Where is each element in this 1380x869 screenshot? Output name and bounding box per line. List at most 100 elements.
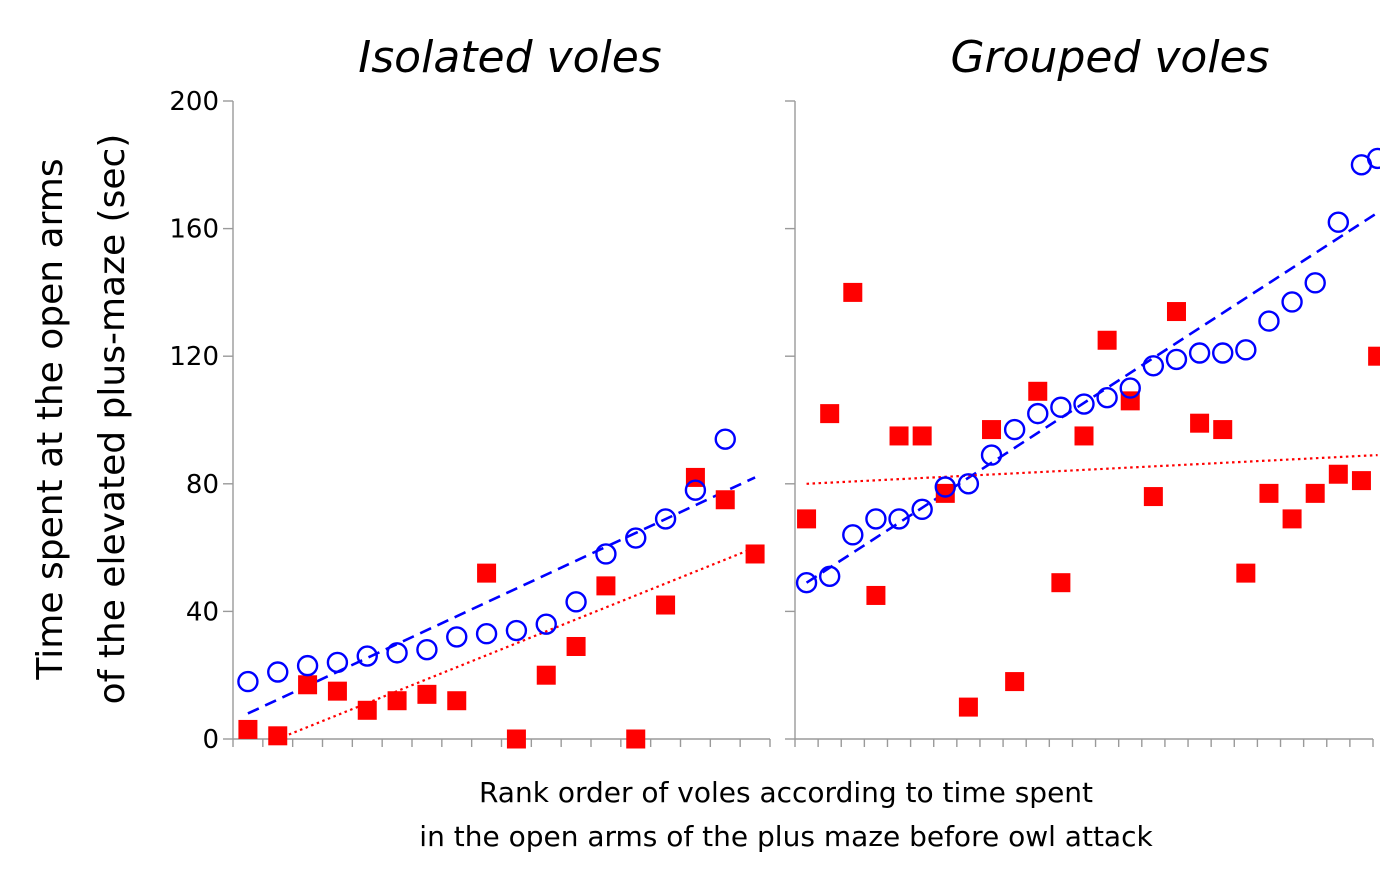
panel-title-isolated: Isolated voles xyxy=(358,32,661,83)
data-point-filled-square xyxy=(1282,509,1302,529)
panel-isolated-voles: 0 40 80 120 160 200 xyxy=(169,87,771,755)
data-point-filled-square xyxy=(745,544,765,564)
y-tick-label: 200 xyxy=(169,87,219,117)
data-point-filled-square xyxy=(958,697,978,717)
data-point-filled-square xyxy=(298,675,318,695)
data-point-filled-square xyxy=(1005,672,1025,692)
data-point-filled-square xyxy=(866,585,886,605)
panel-title-grouped: Grouped voles xyxy=(950,32,1269,83)
data-point-filled-square xyxy=(536,665,556,685)
data-point-filled-square xyxy=(596,576,616,596)
data-point-filled-square xyxy=(1351,471,1371,491)
trendline-filled-squares xyxy=(277,546,756,741)
data-point-open-circle xyxy=(934,476,956,498)
data-point-open-circle xyxy=(296,654,319,677)
x-axis-label-line1: Rank order of voles according to time sp… xyxy=(479,776,1093,809)
data-point-open-circle xyxy=(684,479,707,501)
data-point-open-circle xyxy=(980,444,1003,466)
data-point-filled-square xyxy=(843,282,863,302)
data-point-open-circle xyxy=(267,661,289,683)
data-point-open-circle xyxy=(1258,310,1280,332)
data-point-filled-square xyxy=(387,691,407,711)
data-point-open-circle xyxy=(842,524,864,546)
data-point-filled-square xyxy=(935,483,955,503)
data-point-filled-square xyxy=(1074,426,1094,446)
data-point-open-circle xyxy=(1096,386,1118,409)
data-point-filled-square xyxy=(1097,330,1117,350)
data-point-filled-square xyxy=(1213,420,1233,440)
data-point-open-circle xyxy=(1073,393,1095,415)
data-point-open-circle xyxy=(505,619,528,642)
data-point-filled-square xyxy=(447,691,467,711)
data-point-filled-square xyxy=(477,563,497,583)
data-point-open-circle xyxy=(386,642,408,664)
data-point-open-circle xyxy=(1281,291,1303,313)
data-point-filled-square xyxy=(327,681,347,701)
data-point-filled-square xyxy=(1051,573,1071,593)
data-point-filled-square xyxy=(797,509,817,529)
data-point-filled-square xyxy=(1305,483,1325,503)
data-point-filled-square xyxy=(912,426,932,446)
y-tick-label: 0 xyxy=(202,725,219,755)
data-point-open-circle xyxy=(535,613,557,635)
data-point-filled-square xyxy=(626,729,646,749)
y-tick-label: 160 xyxy=(169,215,219,245)
data-point-open-circle xyxy=(1119,377,1141,399)
data-point-open-circle xyxy=(475,623,498,645)
data-point-filled-square xyxy=(1236,563,1256,583)
panel-grouped-voles xyxy=(785,100,1380,747)
trendline-open-circles xyxy=(247,476,756,715)
data-point-open-circle xyxy=(1188,342,1211,364)
y-axis-title-line1: Time spent at the open arms xyxy=(30,158,71,680)
data-point-open-circle xyxy=(356,645,378,667)
data-point-filled-square xyxy=(1028,381,1048,401)
data-point-open-circle xyxy=(1027,402,1049,425)
data-point-open-circle xyxy=(911,498,933,521)
data-point-filled-square xyxy=(1328,464,1348,484)
data-point-open-circle xyxy=(1212,342,1234,364)
data-point-filled-square xyxy=(1368,346,1380,366)
data-point-filled-square xyxy=(982,420,1002,440)
data-point-open-circle xyxy=(446,626,468,648)
data-point-open-circle xyxy=(625,527,647,549)
data-point-filled-square xyxy=(1259,483,1279,503)
data-point-open-circle xyxy=(795,571,818,594)
x-axis-label-line2: in the open arms of the plus maze before… xyxy=(419,820,1153,853)
y-tick-label: 40 xyxy=(186,597,219,627)
data-point-open-circle xyxy=(1366,147,1380,170)
data-point-open-circle xyxy=(326,651,349,674)
y-tick-label: 80 xyxy=(186,470,219,500)
data-point-filled-square xyxy=(566,636,586,656)
trendline-filled-squares xyxy=(806,453,1378,485)
y-tick-label: 120 xyxy=(169,342,219,372)
data-point-filled-square xyxy=(238,719,258,739)
data-point-filled-square xyxy=(889,426,909,446)
data-point-open-circle xyxy=(565,591,587,613)
data-point-open-circle xyxy=(957,473,980,495)
data-point-open-circle xyxy=(654,508,677,530)
y-axis-title-line2: of the elevated plus-maze (sec) xyxy=(92,134,133,705)
data-point-open-circle xyxy=(237,670,259,693)
data-point-filled-square xyxy=(1143,487,1163,507)
data-point-filled-square xyxy=(357,700,377,720)
data-point-open-circle xyxy=(1165,348,1188,371)
data-point-open-circle xyxy=(1304,272,1326,294)
y-axis-title: Time spent at the open arms xyxy=(30,158,71,680)
data-point-open-circle xyxy=(888,508,910,530)
data-point-filled-square xyxy=(1166,302,1186,322)
data-point-open-circle xyxy=(1050,396,1072,418)
data-point-filled-square xyxy=(268,726,288,746)
data-point-filled-square xyxy=(656,595,676,615)
data-point-open-circle xyxy=(714,428,736,450)
data-point-filled-square xyxy=(1190,413,1210,433)
data-point-open-circle xyxy=(865,508,887,530)
data-point-filled-square xyxy=(506,729,526,749)
data-point-open-circle xyxy=(416,638,438,661)
data-point-open-circle xyxy=(1235,339,1257,361)
data-point-filled-square xyxy=(417,684,437,704)
data-point-open-circle xyxy=(595,543,617,565)
data-point-filled-square xyxy=(715,490,735,510)
data-point-open-circle xyxy=(1327,211,1350,233)
data-point-open-circle xyxy=(818,565,841,588)
